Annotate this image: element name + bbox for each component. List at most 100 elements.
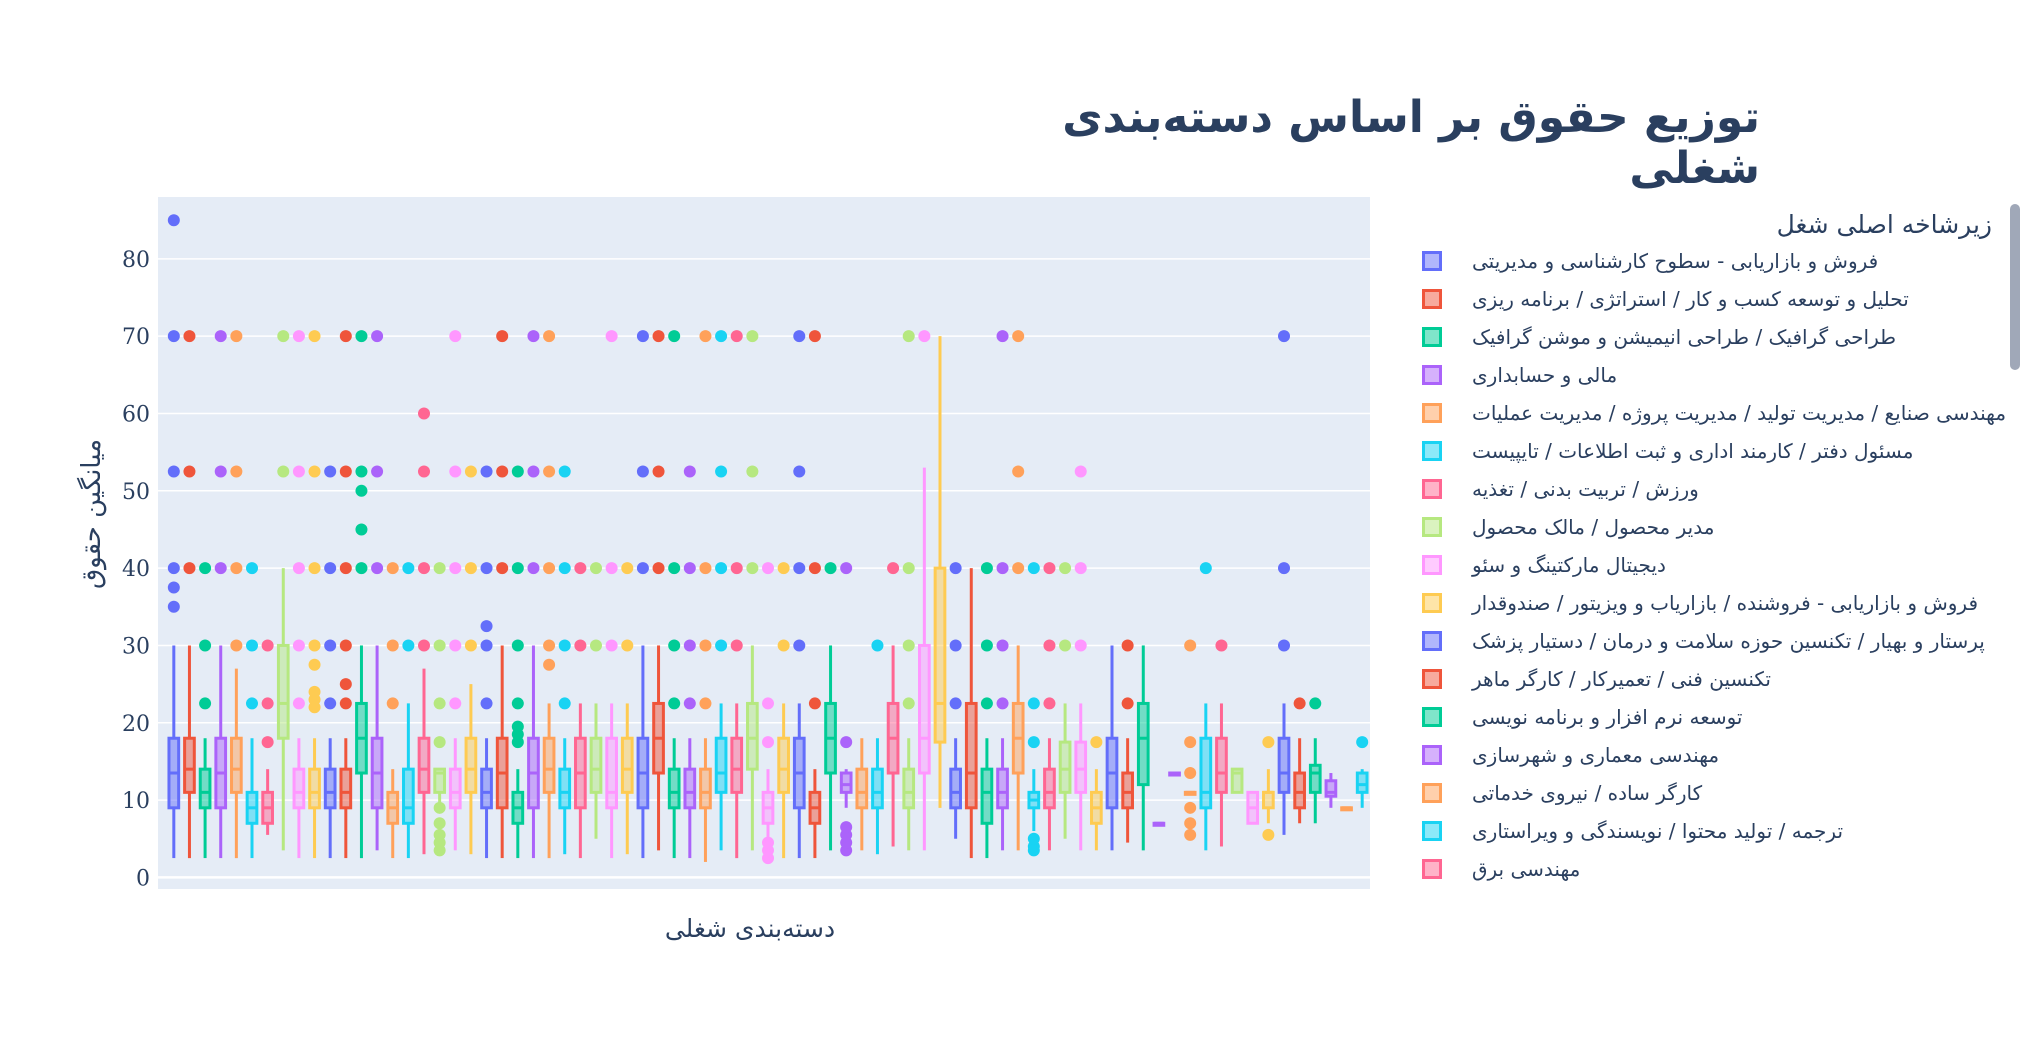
outlier-point[interactable] [371, 465, 384, 478]
outlier-point[interactable] [1012, 465, 1025, 478]
outlier-point[interactable] [292, 330, 305, 343]
box[interactable] [1246, 790, 1260, 825]
outlier-point[interactable] [1184, 801, 1197, 814]
outlier-point[interactable] [386, 639, 399, 652]
box[interactable] [574, 562, 587, 859]
outlier-point[interactable] [183, 562, 196, 575]
outlier-point[interactable] [449, 562, 462, 575]
outlier-point[interactable] [167, 581, 180, 594]
legend-item[interactable]: مالی و حسابداری [1392, 356, 1992, 394]
outlier-point[interactable] [339, 697, 352, 710]
box[interactable] [636, 330, 650, 859]
outlier-point[interactable] [418, 465, 430, 478]
legend-scrollbar[interactable] [2010, 204, 2020, 370]
outlier-point[interactable] [715, 330, 728, 343]
outlier-point[interactable] [199, 562, 212, 575]
legend-item[interactable]: مهندسی معماری و شهرسازی [1392, 736, 1992, 774]
box[interactable] [527, 330, 540, 859]
outlier-point[interactable] [808, 697, 821, 710]
outlier-point[interactable] [840, 736, 853, 749]
outlier-point[interactable] [418, 562, 430, 575]
outlier-point[interactable] [371, 562, 384, 575]
outlier-point[interactable] [324, 639, 337, 652]
outlier-point[interactable] [214, 330, 227, 343]
outlier-point[interactable] [167, 330, 180, 343]
outlier-point[interactable] [1027, 697, 1040, 710]
outlier-point[interactable] [636, 562, 649, 575]
box[interactable] [1215, 639, 1228, 847]
box[interactable] [792, 330, 806, 859]
outlier-point[interactable] [292, 465, 305, 478]
outlier-point[interactable] [590, 639, 602, 652]
outlier-point[interactable] [339, 639, 352, 652]
box[interactable] [1277, 330, 1291, 835]
outlier-point[interactable] [668, 562, 681, 575]
legend-item[interactable]: فروش و بازاریابی - سطوح کارشناسی و مدیری… [1392, 242, 1992, 280]
outlier-point[interactable] [464, 562, 477, 575]
legend-item[interactable]: مهندسی صنایع / مدیریت تولید / مدیریت پرو… [1392, 394, 2006, 432]
outlier-point[interactable] [1059, 639, 1072, 652]
box[interactable] [980, 562, 994, 859]
outlier-point[interactable] [511, 465, 524, 478]
outlier-point[interactable] [715, 639, 728, 652]
outlier-point[interactable] [949, 562, 962, 575]
outlier-point[interactable] [433, 736, 446, 749]
outlier-point[interactable] [261, 639, 274, 652]
outlier-point[interactable] [558, 562, 571, 575]
outlier-point[interactable] [574, 562, 587, 575]
outlier-point[interactable] [1012, 330, 1025, 343]
outlier-point[interactable] [605, 639, 618, 652]
legend-item[interactable]: ورزش / تربیت بدنی / تغذیه [1392, 470, 1992, 508]
box[interactable] [871, 639, 884, 855]
box[interactable] [245, 562, 259, 859]
outlier-point[interactable] [230, 465, 243, 478]
legend-item[interactable]: مهندسی برق [1392, 850, 1992, 888]
box[interactable] [323, 465, 337, 859]
outlier-point[interactable] [308, 639, 321, 652]
outlier-point[interactable] [433, 828, 446, 841]
outlier-point[interactable] [1184, 817, 1197, 830]
outlier-point[interactable] [902, 697, 915, 710]
outlier-point[interactable] [1293, 697, 1306, 710]
box[interactable] [386, 562, 400, 859]
outlier-point[interactable] [339, 678, 352, 691]
outlier-point[interactable] [793, 639, 806, 652]
outlier-point[interactable] [980, 562, 993, 575]
outlier-point[interactable] [308, 562, 321, 575]
outlier-point[interactable] [840, 821, 853, 834]
outlier-point[interactable] [668, 330, 681, 343]
box[interactable] [1105, 645, 1119, 851]
outlier-point[interactable] [1278, 639, 1290, 652]
outlier-point[interactable] [433, 817, 446, 830]
box[interactable] [808, 330, 822, 859]
outlier-point[interactable] [527, 330, 540, 343]
box[interactable] [339, 330, 353, 859]
box[interactable] [214, 330, 228, 859]
legend-item[interactable]: مدیر محصول / مالک محصول [1392, 508, 1992, 546]
outlier-point[interactable] [230, 330, 243, 343]
outlier-point[interactable] [1043, 562, 1056, 575]
outlier-point[interactable] [996, 330, 1009, 343]
outlier-point[interactable] [543, 562, 556, 575]
outlier-point[interactable] [261, 697, 274, 710]
outlier-point[interactable] [699, 562, 712, 575]
box[interactable] [589, 562, 603, 839]
outlier-point[interactable] [1199, 562, 1212, 575]
outlier-point[interactable] [246, 639, 258, 652]
outlier-point[interactable] [511, 697, 524, 710]
box[interactable] [370, 330, 384, 851]
box[interactable] [964, 568, 978, 859]
outlier-point[interactable] [543, 639, 556, 652]
outlier-point[interactable] [1262, 828, 1275, 841]
outlier-point[interactable] [355, 330, 368, 343]
outlier-point[interactable] [1090, 736, 1103, 749]
outlier-point[interactable] [949, 697, 962, 710]
outlier-point[interactable] [1059, 562, 1072, 575]
box[interactable] [292, 330, 306, 859]
box[interactable] [1293, 697, 1306, 824]
box[interactable] [1199, 562, 1213, 851]
box[interactable] [1090, 736, 1103, 851]
box[interactable] [511, 465, 525, 859]
box[interactable] [198, 562, 212, 859]
outlier-point[interactable] [777, 639, 790, 652]
